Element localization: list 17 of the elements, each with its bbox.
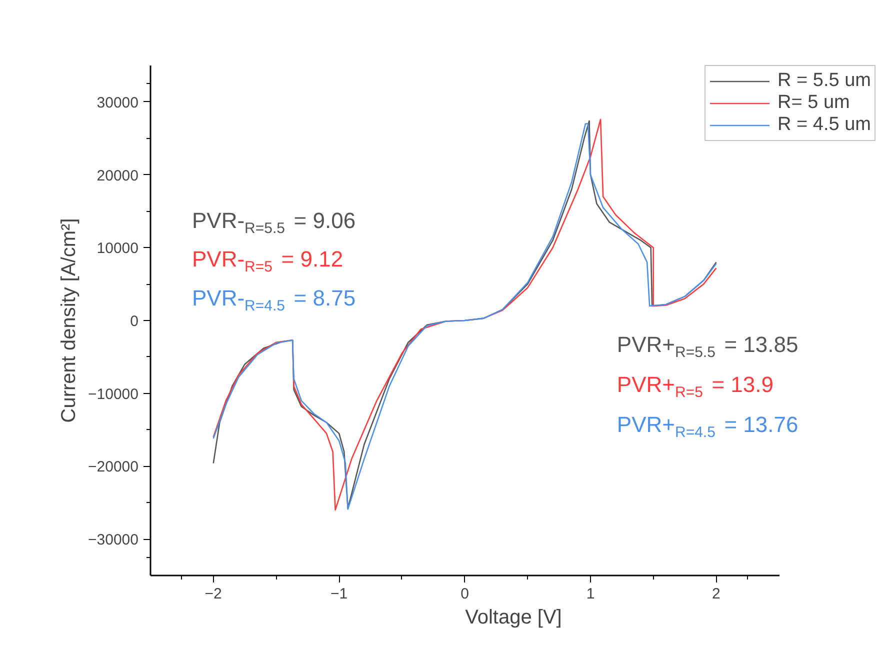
legend-label: R = 5.5 um [778,70,871,92]
y-tick-label: −20000 [88,458,139,476]
y-tick-label: 10000 [96,240,139,258]
x-tick-label: −2 [204,586,222,602]
x-tick-label: 1 [586,586,595,602]
y-tick-label: −30000 [88,532,139,549]
legend-label: R= 5 um [778,92,850,114]
x-tick-label: 2 [712,586,720,602]
y-axis-title: Current density [A/cm²] [58,218,80,423]
y-tick-label: 0 [130,313,138,330]
x-axis-title: Voltage [V] [465,606,562,628]
x-tick-label: −1 [330,586,348,602]
y-tick-label: 20000 [96,167,139,184]
x-tick-label: 0 [460,586,469,602]
y-tick-label: 30000 [96,94,139,112]
y-tick-label: −10000 [88,386,139,403]
legend-label: R = 4.5 um [778,114,871,136]
